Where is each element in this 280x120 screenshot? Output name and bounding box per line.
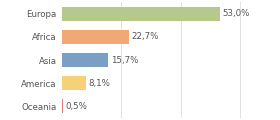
Text: 8,1%: 8,1% <box>88 79 110 88</box>
Bar <box>62 53 108 67</box>
Text: 0,5%: 0,5% <box>66 102 87 111</box>
Text: 15,7%: 15,7% <box>111 55 138 65</box>
Bar <box>62 99 63 113</box>
Text: 22,7%: 22,7% <box>132 33 159 42</box>
Bar <box>62 30 129 44</box>
Bar <box>62 7 220 21</box>
Bar <box>62 76 86 90</box>
Text: 53,0%: 53,0% <box>222 9 249 18</box>
